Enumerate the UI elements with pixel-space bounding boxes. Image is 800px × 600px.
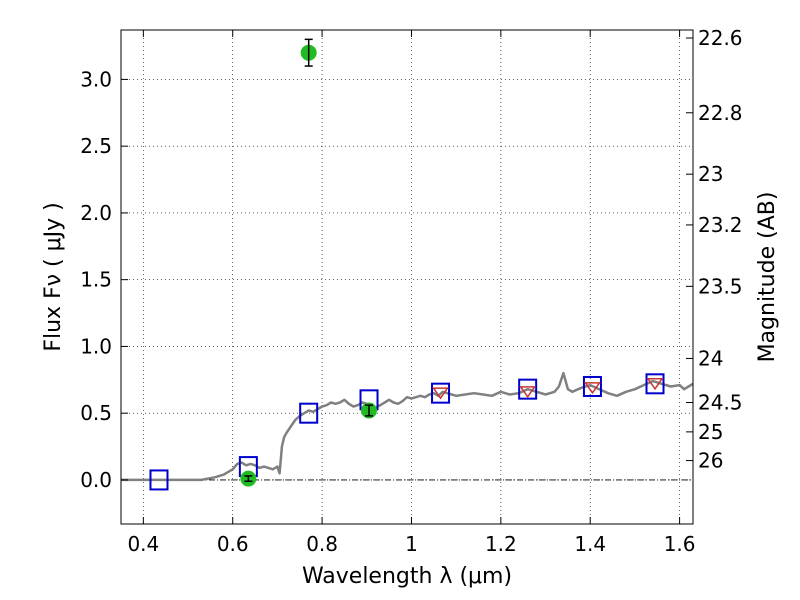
model-spectrum-marker — [519, 386, 537, 399]
y-tick-label: 0.5 — [80, 401, 112, 425]
y-tick-label: 2.0 — [80, 201, 112, 225]
y-tick-label: 1.0 — [80, 334, 112, 358]
x-axis-label: Wavelength λ (μm) — [302, 564, 512, 589]
model-flux-box — [149, 469, 169, 491]
model-spectrum-marker — [646, 378, 664, 391]
x-tick-label: 1.2 — [485, 532, 517, 556]
model-spectrum-points — [432, 378, 664, 400]
magnitude-tick-label: 24 — [698, 346, 723, 370]
y-axis: 0.0 0.5 1.0 1.5 2.0 2.5 3.0 — [80, 67, 128, 492]
magnitude-tick-label: 24.5 — [698, 391, 743, 415]
y-tick-label: 0.0 — [80, 468, 112, 492]
model-spectrum-marker — [584, 382, 601, 395]
model-flux-box — [431, 382, 451, 404]
y-tick-label: 2.5 — [80, 134, 112, 158]
y-tick-label: 3.0 — [80, 67, 112, 91]
x-tick-label: 1 — [405, 532, 418, 556]
plot-frame — [120, 29, 694, 525]
x-tick-label: 0.4 — [127, 532, 159, 556]
x-tick-label: 0.6 — [217, 532, 249, 556]
model-flux-box — [299, 402, 319, 424]
model-flux-box — [582, 375, 602, 397]
model-spectrum-marker — [432, 387, 449, 400]
grid — [121, 30, 693, 524]
y-axis-label: Flux Fν ( μJy ) — [41, 202, 66, 351]
magnitude-tick-label: 23.5 — [698, 274, 743, 298]
observed-photometry — [240, 38, 378, 487]
magnitude-tick-label: 23 — [698, 162, 723, 186]
y-tick-label: 1.5 — [80, 268, 112, 292]
x-tick-label: 1.6 — [664, 532, 696, 556]
magnitude-axis: 22.6 22.8 23 23.2 23.5 24 24.5 25 26 — [686, 26, 743, 473]
magnitude-tick-label: 23.2 — [698, 213, 743, 237]
magnitude-axis-label: Magnitude (AB) — [755, 192, 780, 363]
x-axis: 0.4 0.6 0.8 1 1.2 1.4 1.6 — [127, 30, 696, 556]
magnitude-tick-label: 22.8 — [698, 101, 743, 125]
magnitude-tick-label: 25 — [698, 420, 723, 444]
magnitude-tick-label: 22.6 — [698, 26, 743, 50]
model-flux-box — [645, 373, 665, 395]
template-spectrum — [121, 371, 694, 482]
template-spectrum-line — [121, 371, 694, 482]
magnitude-tick-label: 26 — [698, 449, 723, 473]
x-tick-label: 1.4 — [574, 532, 606, 556]
model-flux-box — [518, 378, 538, 400]
x-tick-label: 0.8 — [306, 532, 338, 556]
